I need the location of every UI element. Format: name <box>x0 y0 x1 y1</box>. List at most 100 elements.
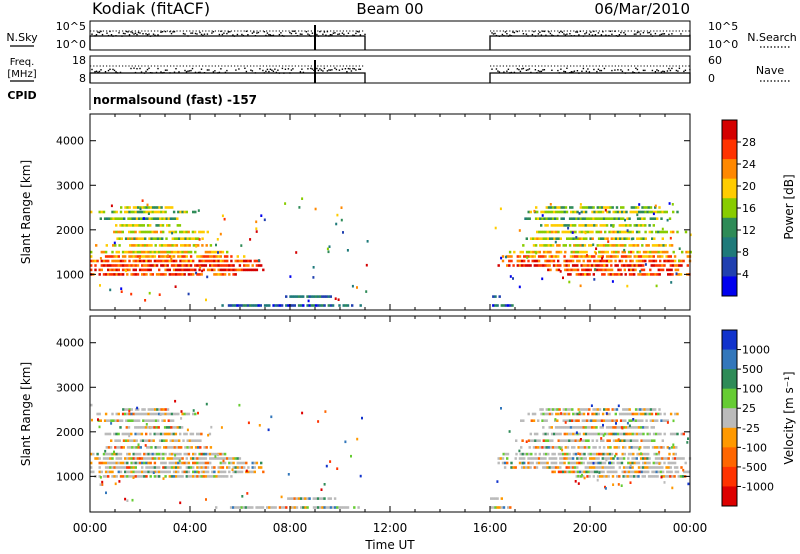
range-gate-cell <box>576 255 579 258</box>
range-gate-cell <box>107 259 110 263</box>
range-gate-cell <box>680 457 683 460</box>
colorbar-tick-label: -100 <box>742 441 767 454</box>
range-gate-cell <box>179 273 182 276</box>
range-gate-cell <box>624 218 626 222</box>
range-gate-cell <box>523 452 527 456</box>
range-gate-cell <box>646 210 649 214</box>
range-gate-cell <box>663 412 666 416</box>
colorbar-swatch <box>722 466 737 487</box>
range-gate-cell <box>598 206 602 209</box>
range-gate-cell <box>575 217 578 220</box>
range-gate-cell <box>130 412 133 416</box>
range-gate-cell <box>663 264 666 267</box>
range-gate-cell <box>289 304 292 307</box>
range-gate-cell <box>531 412 535 416</box>
range-gate-cell <box>677 273 680 276</box>
range-gate-cell <box>280 506 284 509</box>
sample-point <box>590 31 592 33</box>
range-gate-cell <box>610 452 614 456</box>
range-gate-cell <box>312 276 315 279</box>
range-gate-cell <box>104 470 108 474</box>
range-gate-cell <box>610 457 613 460</box>
range-gate-cell <box>626 408 629 411</box>
range-gate-cell <box>595 224 598 227</box>
range-gate-cell <box>599 264 602 267</box>
range-gate-cell <box>641 217 644 220</box>
range-gate-cell <box>608 439 611 442</box>
range-gate-cell <box>550 230 554 234</box>
range-gate-cell <box>145 268 148 272</box>
range-gate-cell <box>521 461 524 465</box>
range-gate-cell <box>600 437 603 440</box>
range-gate-cell <box>622 419 625 422</box>
range-gate-cell <box>574 230 577 234</box>
range-gate-cell <box>584 255 587 258</box>
range-gate-cell <box>575 475 578 478</box>
range-gate-cell <box>676 466 679 469</box>
y-tick-label: 1000 <box>56 268 84 281</box>
range-gate-cell <box>329 295 332 298</box>
range-gate-cell <box>500 304 503 307</box>
range-gate-cell <box>597 210 600 214</box>
sample-point <box>161 31 164 33</box>
range-gate-cell <box>583 408 587 411</box>
range-gate-cell <box>136 461 140 465</box>
range-gate-cell <box>138 250 142 254</box>
range-gate-cell <box>643 273 646 276</box>
range-gate-cell <box>238 461 242 465</box>
range-gate-cell <box>574 412 577 416</box>
range-gate-cell <box>564 244 567 247</box>
range-gate-cell <box>611 419 614 422</box>
range-gate-cell <box>602 237 605 240</box>
range-gate-cell <box>632 250 635 254</box>
range-gate-cell <box>572 268 575 272</box>
range-gate-cell <box>520 446 523 449</box>
range-gate-cell <box>611 280 614 283</box>
range-gate-cell <box>215 506 218 509</box>
range-gate-cell <box>541 446 544 449</box>
sample-point <box>620 69 622 71</box>
range-gate-cell <box>119 273 123 276</box>
range-gate-cell <box>616 457 619 460</box>
range-gate-cell <box>542 466 545 469</box>
range-gate-cell <box>587 452 590 456</box>
range-gate-cell <box>580 457 583 460</box>
range-gate-cell <box>631 466 634 469</box>
range-gate-cell <box>590 404 593 407</box>
sample-point <box>91 68 93 71</box>
range-gate-cell <box>657 432 660 436</box>
sample-point <box>506 70 508 72</box>
sample-point <box>353 34 356 37</box>
sample-point <box>220 68 222 70</box>
range-gate-cell <box>609 419 612 422</box>
range-gate-cell <box>147 206 150 209</box>
range-gate-cell <box>164 432 167 436</box>
range-gate-cell <box>597 259 600 263</box>
range-gate-cell <box>593 278 596 281</box>
range-gate-cell <box>510 466 513 469</box>
range-gate-cell <box>568 280 571 284</box>
range-gate-cell <box>199 265 202 269</box>
range-gate-cell <box>621 432 624 436</box>
range-gate-cell <box>651 470 654 474</box>
range-gate-cell <box>205 402 208 406</box>
range-gate-cell <box>518 259 522 263</box>
range-gate-cell <box>633 457 636 460</box>
range-gate-cell <box>114 419 117 422</box>
range-gate-cell <box>595 432 598 436</box>
range-gate-cell <box>628 475 632 478</box>
range-gate-cell <box>669 432 673 436</box>
range-gate-cell <box>236 466 239 469</box>
range-gate-cell <box>631 426 634 429</box>
range-gate-cell <box>198 461 201 465</box>
range-gate-cell <box>149 408 153 411</box>
range-gate-cell <box>655 452 658 456</box>
sample-point <box>190 32 192 34</box>
range-gate-cell <box>215 452 218 456</box>
range-gate-cell <box>335 222 338 226</box>
range-gate-cell <box>170 475 174 478</box>
range-gate-cell <box>317 420 320 423</box>
range-gate-cell <box>650 426 653 429</box>
range-gate-cell <box>308 497 311 500</box>
range-gate-cell <box>569 224 573 227</box>
